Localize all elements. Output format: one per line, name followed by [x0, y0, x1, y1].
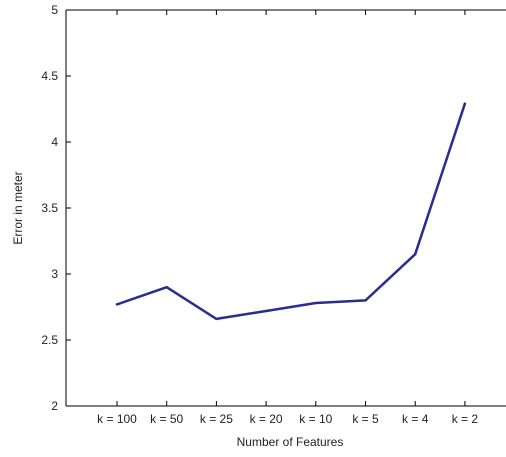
x-tick-label: k = 100 — [97, 412, 137, 426]
y-tick-label: 4 — [51, 135, 58, 149]
series-layer — [115, 102, 467, 321]
y-axis-title: Error in meter — [11, 171, 25, 244]
x-axis-title: Number of Features — [237, 435, 344, 449]
data-point — [165, 286, 168, 289]
y-tick-label: 3 — [51, 267, 58, 281]
x-tick-label: k = 50 — [150, 412, 183, 426]
data-point — [463, 102, 467, 105]
x-tick-label: k = 4 — [402, 412, 429, 426]
y-tick-label: 4.5 — [41, 69, 58, 83]
data-point — [264, 309, 268, 313]
data-point — [115, 303, 119, 306]
y-tick-label: 2 — [51, 399, 58, 413]
y-axis: 2 2.5 3 3.5 4 4.5 5 — [41, 3, 71, 413]
series-line — [115, 102, 467, 321]
y-tick-label: 2.5 — [41, 333, 58, 347]
plot-background — [66, 10, 506, 406]
y-tick-label: 3.5 — [41, 201, 58, 215]
data-point — [314, 301, 317, 305]
x-tick-label: k = 25 — [200, 412, 233, 426]
x-axis: k = 100 k = 50 k = 25 k = 20 k = 10 k = 5 k = … — [97, 10, 478, 426]
data-point — [364, 299, 367, 302]
x-tick-label: k = 10 — [299, 412, 332, 426]
data-point — [414, 253, 417, 256]
x-tick-label: k = 20 — [250, 412, 283, 426]
x-tick-label: k = 5 — [352, 412, 379, 426]
x-tick-label: k = 2 — [452, 412, 479, 426]
y-tick-label: 5 — [51, 3, 58, 17]
data-point — [215, 317, 218, 321]
